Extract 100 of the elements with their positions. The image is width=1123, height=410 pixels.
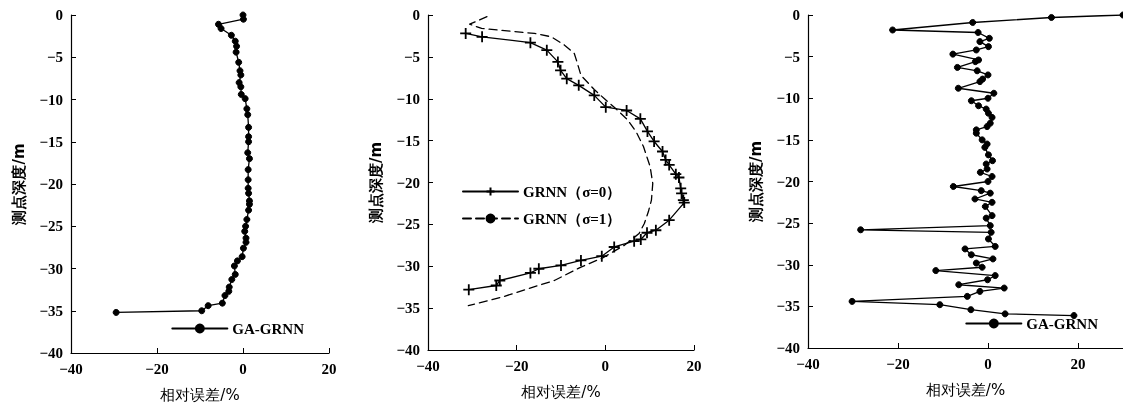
x-tick-label: 0	[239, 360, 247, 377]
y-tick-label: −15	[776, 131, 800, 148]
x-tick-label: −20	[145, 360, 169, 377]
x-tick-label: 0	[601, 357, 610, 374]
y-tick-label: −30	[396, 258, 420, 275]
legend-label: GA-GRNN	[232, 320, 305, 337]
point	[595, 249, 609, 263]
point	[237, 90, 245, 98]
y-tick-label: −25	[396, 216, 420, 233]
point	[112, 308, 120, 316]
y-axis-title: 测点深度/m	[746, 140, 765, 224]
x-tick-label: 20	[321, 360, 337, 377]
y-tick-label: −40	[396, 342, 420, 358]
x-axis-title: 相对误差/%	[521, 382, 601, 401]
y-tick-label: −10	[39, 91, 63, 108]
legend-label: GRNN（σ=0）	[523, 183, 622, 200]
y-tick-label: 0	[412, 7, 420, 23]
point	[551, 55, 565, 69]
point	[475, 30, 489, 44]
x-tick-label: −20	[886, 355, 910, 372]
y-tick-label: −20	[396, 174, 420, 191]
point	[244, 176, 252, 184]
x-axis-title: 相对误差/%	[925, 380, 1006, 399]
point	[662, 213, 676, 227]
y-tick-label: −30	[39, 260, 63, 277]
point	[217, 25, 225, 33]
point	[232, 48, 240, 56]
point	[227, 31, 235, 39]
point	[633, 112, 647, 126]
point	[237, 71, 245, 79]
point	[674, 181, 688, 195]
y-tick-label: 0	[792, 7, 800, 23]
point	[627, 234, 641, 248]
x-axis-title: 相对误差/%	[160, 385, 240, 404]
point	[230, 262, 238, 270]
point	[204, 302, 212, 310]
point	[669, 167, 683, 181]
x-tick-label: 20	[686, 357, 702, 374]
point	[462, 283, 476, 297]
point	[245, 138, 253, 146]
point	[599, 100, 613, 114]
y-tick-label: −15	[39, 133, 63, 150]
point	[228, 275, 236, 283]
point	[238, 253, 246, 261]
point	[524, 266, 537, 280]
point	[243, 105, 251, 113]
y-tick-label: −5	[46, 49, 63, 66]
legend-label: GA-GRNN	[1026, 315, 1099, 332]
point	[218, 299, 226, 307]
point	[607, 240, 621, 254]
point	[198, 307, 206, 315]
point	[243, 215, 251, 223]
x-tick-label: −40	[796, 355, 820, 372]
point	[587, 89, 601, 102]
y-tick-label: −20	[776, 173, 800, 190]
point	[524, 36, 537, 50]
point	[672, 171, 686, 184]
point	[221, 292, 229, 300]
point	[231, 270, 239, 278]
y-tick-label: −15	[396, 132, 420, 149]
point	[235, 58, 243, 66]
point	[640, 226, 654, 240]
y-tick-label: −35	[396, 300, 420, 317]
y-tick-label: −25	[776, 215, 800, 232]
x-tick-label: 0	[984, 355, 992, 372]
point	[244, 149, 252, 157]
point	[239, 15, 247, 23]
point	[634, 233, 648, 246]
x-tick-label: 20	[1070, 355, 1086, 372]
x-tick-label: −40	[416, 357, 440, 374]
y-tick-label: 0	[55, 7, 63, 23]
point	[459, 27, 473, 40]
point	[233, 257, 241, 265]
point	[245, 206, 253, 214]
point	[641, 125, 654, 138]
point	[572, 78, 586, 92]
point	[540, 43, 554, 57]
y-axis-title: 测点深度/m	[9, 143, 28, 226]
y-tick-label: −20	[39, 176, 63, 192]
point	[233, 42, 241, 50]
point	[647, 135, 661, 148]
y-tick-label: −5	[783, 48, 800, 65]
y-tick-label: −30	[776, 256, 800, 273]
y-tick-label: −5	[403, 48, 420, 65]
y-tick-label: −35	[39, 302, 63, 319]
point	[241, 227, 249, 235]
point	[244, 111, 252, 119]
point	[241, 95, 249, 103]
y-axis-title: 测点深度/m	[366, 141, 385, 225]
legend-label: GRNN（σ=1）	[523, 210, 622, 227]
y-tick-label: −40	[776, 340, 800, 356]
point	[620, 104, 634, 117]
point	[237, 83, 245, 91]
y-tick-label: −35	[776, 298, 800, 315]
point	[649, 223, 663, 237]
point	[245, 189, 253, 197]
point	[532, 262, 546, 276]
y-tick-label: −25	[39, 218, 63, 235]
x-tick-label: −20	[504, 357, 529, 374]
point	[574, 253, 588, 267]
